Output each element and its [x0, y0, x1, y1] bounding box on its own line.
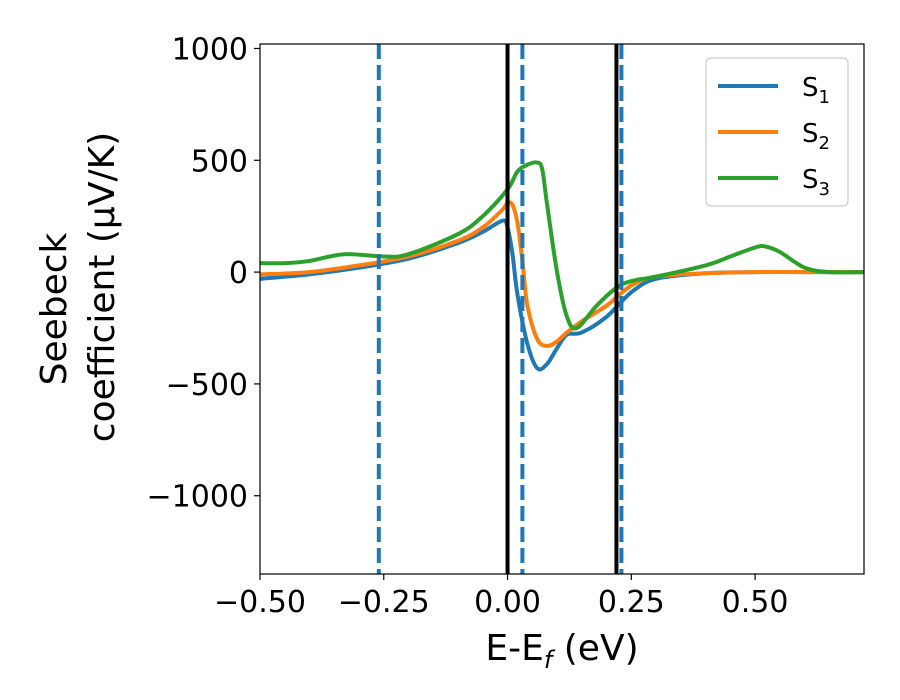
- axes: −0.50 −0.25 0.00 0.25 0.50 1000 500 0 −500 −1000: [147, 32, 865, 620]
- x-tick-label: 0.00: [474, 585, 541, 620]
- legend: S1 S2 S3: [705, 57, 849, 207]
- series-line-s3: [260, 160, 864, 331]
- y-tick-label: −1000: [147, 480, 248, 515]
- axis-labels: E-Ef (eV) Seebeck coefficient (μV/K): [34, 132, 639, 674]
- plot-frame: [259, 43, 865, 575]
- y-tick-label: 500: [191, 144, 248, 179]
- y-tick-label: 0: [229, 256, 248, 291]
- legend-label-s2: S2: [802, 119, 830, 154]
- plot-area: [260, 44, 864, 574]
- legend-label-s1: S1: [802, 73, 830, 108]
- series-line-s2: [260, 200, 864, 348]
- x-tick-label: −0.50: [214, 585, 306, 620]
- legend-label-s3: S3: [802, 165, 830, 200]
- y-axis-label-line-1: Seebeck: [34, 232, 75, 385]
- y-axis-label-line-2: coefficient (μV/K): [82, 132, 123, 442]
- x-axis-label: E-Ef (eV): [485, 628, 638, 674]
- y-tick-label: −500: [166, 368, 248, 403]
- plot-content: [260, 44, 864, 574]
- x-tick-label: −0.25: [338, 585, 430, 620]
- y-tick-label: 1000: [172, 32, 248, 67]
- x-tick-label: 0.25: [598, 585, 665, 620]
- x-tick-label: 0.50: [722, 585, 789, 620]
